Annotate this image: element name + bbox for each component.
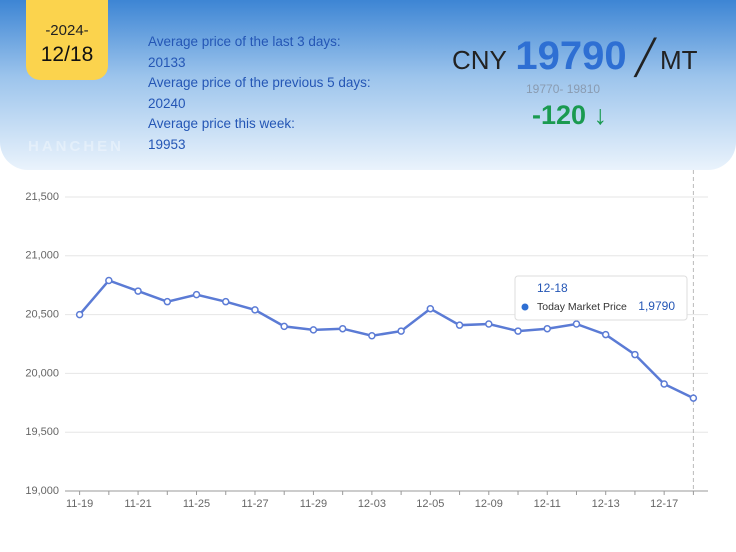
tooltip-dot <box>521 303 529 311</box>
price: 19790 <box>515 34 627 78</box>
year: -2024- <box>45 22 89 39</box>
point <box>134 287 142 295</box>
y-tick-label: 21,000 <box>25 250 59 262</box>
point <box>368 332 376 340</box>
x-tick-label: 11-29 <box>300 498 327 510</box>
point <box>689 394 698 402</box>
price-change: -120 ↓ <box>532 100 607 131</box>
point <box>222 297 230 306</box>
y-tick-label: 19,000 <box>25 485 59 497</box>
x-tick-label: 12-13 <box>592 498 620 510</box>
down-arrow: ↓ <box>593 100 608 130</box>
series-line <box>78 279 694 400</box>
point <box>601 330 610 339</box>
watermark: HANCHEN <box>28 138 124 155</box>
y-tick-label: 20,000 <box>25 367 59 379</box>
point <box>543 324 551 333</box>
x-tick-label: 11-21 <box>124 498 151 510</box>
point <box>514 327 522 335</box>
x-tick-label: 12-11 <box>534 498 561 510</box>
stat-value: 20133 <box>148 54 186 70</box>
point <box>309 326 318 334</box>
point <box>163 297 172 306</box>
header: -2024- 12/18 HANCHEN Average price of th… <box>0 0 736 170</box>
tooltip: 12-18 Today Market Price 1,9790 <box>514 275 688 321</box>
tooltip-box <box>514 275 688 321</box>
point <box>251 306 259 314</box>
point <box>660 380 668 388</box>
point <box>397 327 405 335</box>
change-value: -120 <box>532 100 587 130</box>
point <box>280 322 288 331</box>
point <box>192 290 201 299</box>
stat-value: 20240 <box>148 95 186 111</box>
point <box>572 320 581 328</box>
point <box>485 320 493 328</box>
point <box>105 276 113 285</box>
point <box>426 304 435 313</box>
unit: MT <box>659 45 698 75</box>
stat-value: 19953 <box>148 136 186 152</box>
point <box>338 324 347 333</box>
x-tick-label: 12-05 <box>416 498 444 510</box>
y-tick-label: 19,500 <box>25 426 59 438</box>
y-tick-label: 21,500 <box>25 191 59 203</box>
date: 12/18 <box>40 43 94 66</box>
x-tick-label: 12-03 <box>358 498 386 510</box>
slash: ╱ <box>635 39 656 77</box>
x-tick-label: 11-19 <box>66 498 93 510</box>
tooltip-title: 12-18 <box>537 281 568 295</box>
y-tick-label: 20,500 <box>25 309 59 321</box>
tooltip-series: Today Market Price <box>537 301 627 313</box>
tooltip-value: 1,9790 <box>638 299 675 313</box>
stats: Average price of the last 3 days: 20133 … <box>148 32 371 155</box>
x-tick-label: 11-25 <box>183 498 210 510</box>
stat-label: Average price of the previous 5 days: <box>148 75 371 90</box>
x-tick-label: 12-17 <box>650 498 678 510</box>
date-badge: -2024- 12/18 <box>26 0 108 80</box>
point <box>75 310 84 319</box>
x-tick-label: 11-27 <box>241 498 268 510</box>
stat-label: Average price this week: <box>148 116 295 131</box>
price-range: 19770- 19810 <box>526 82 601 96</box>
x-tick-label: 12-09 <box>475 498 503 510</box>
stat-label: Average price of the last 3 days: <box>148 34 341 49</box>
point <box>631 350 639 359</box>
currency: CNY <box>452 45 507 75</box>
point <box>455 321 464 329</box>
price-block: CNY 19790 ╱ MT <box>452 34 712 79</box>
